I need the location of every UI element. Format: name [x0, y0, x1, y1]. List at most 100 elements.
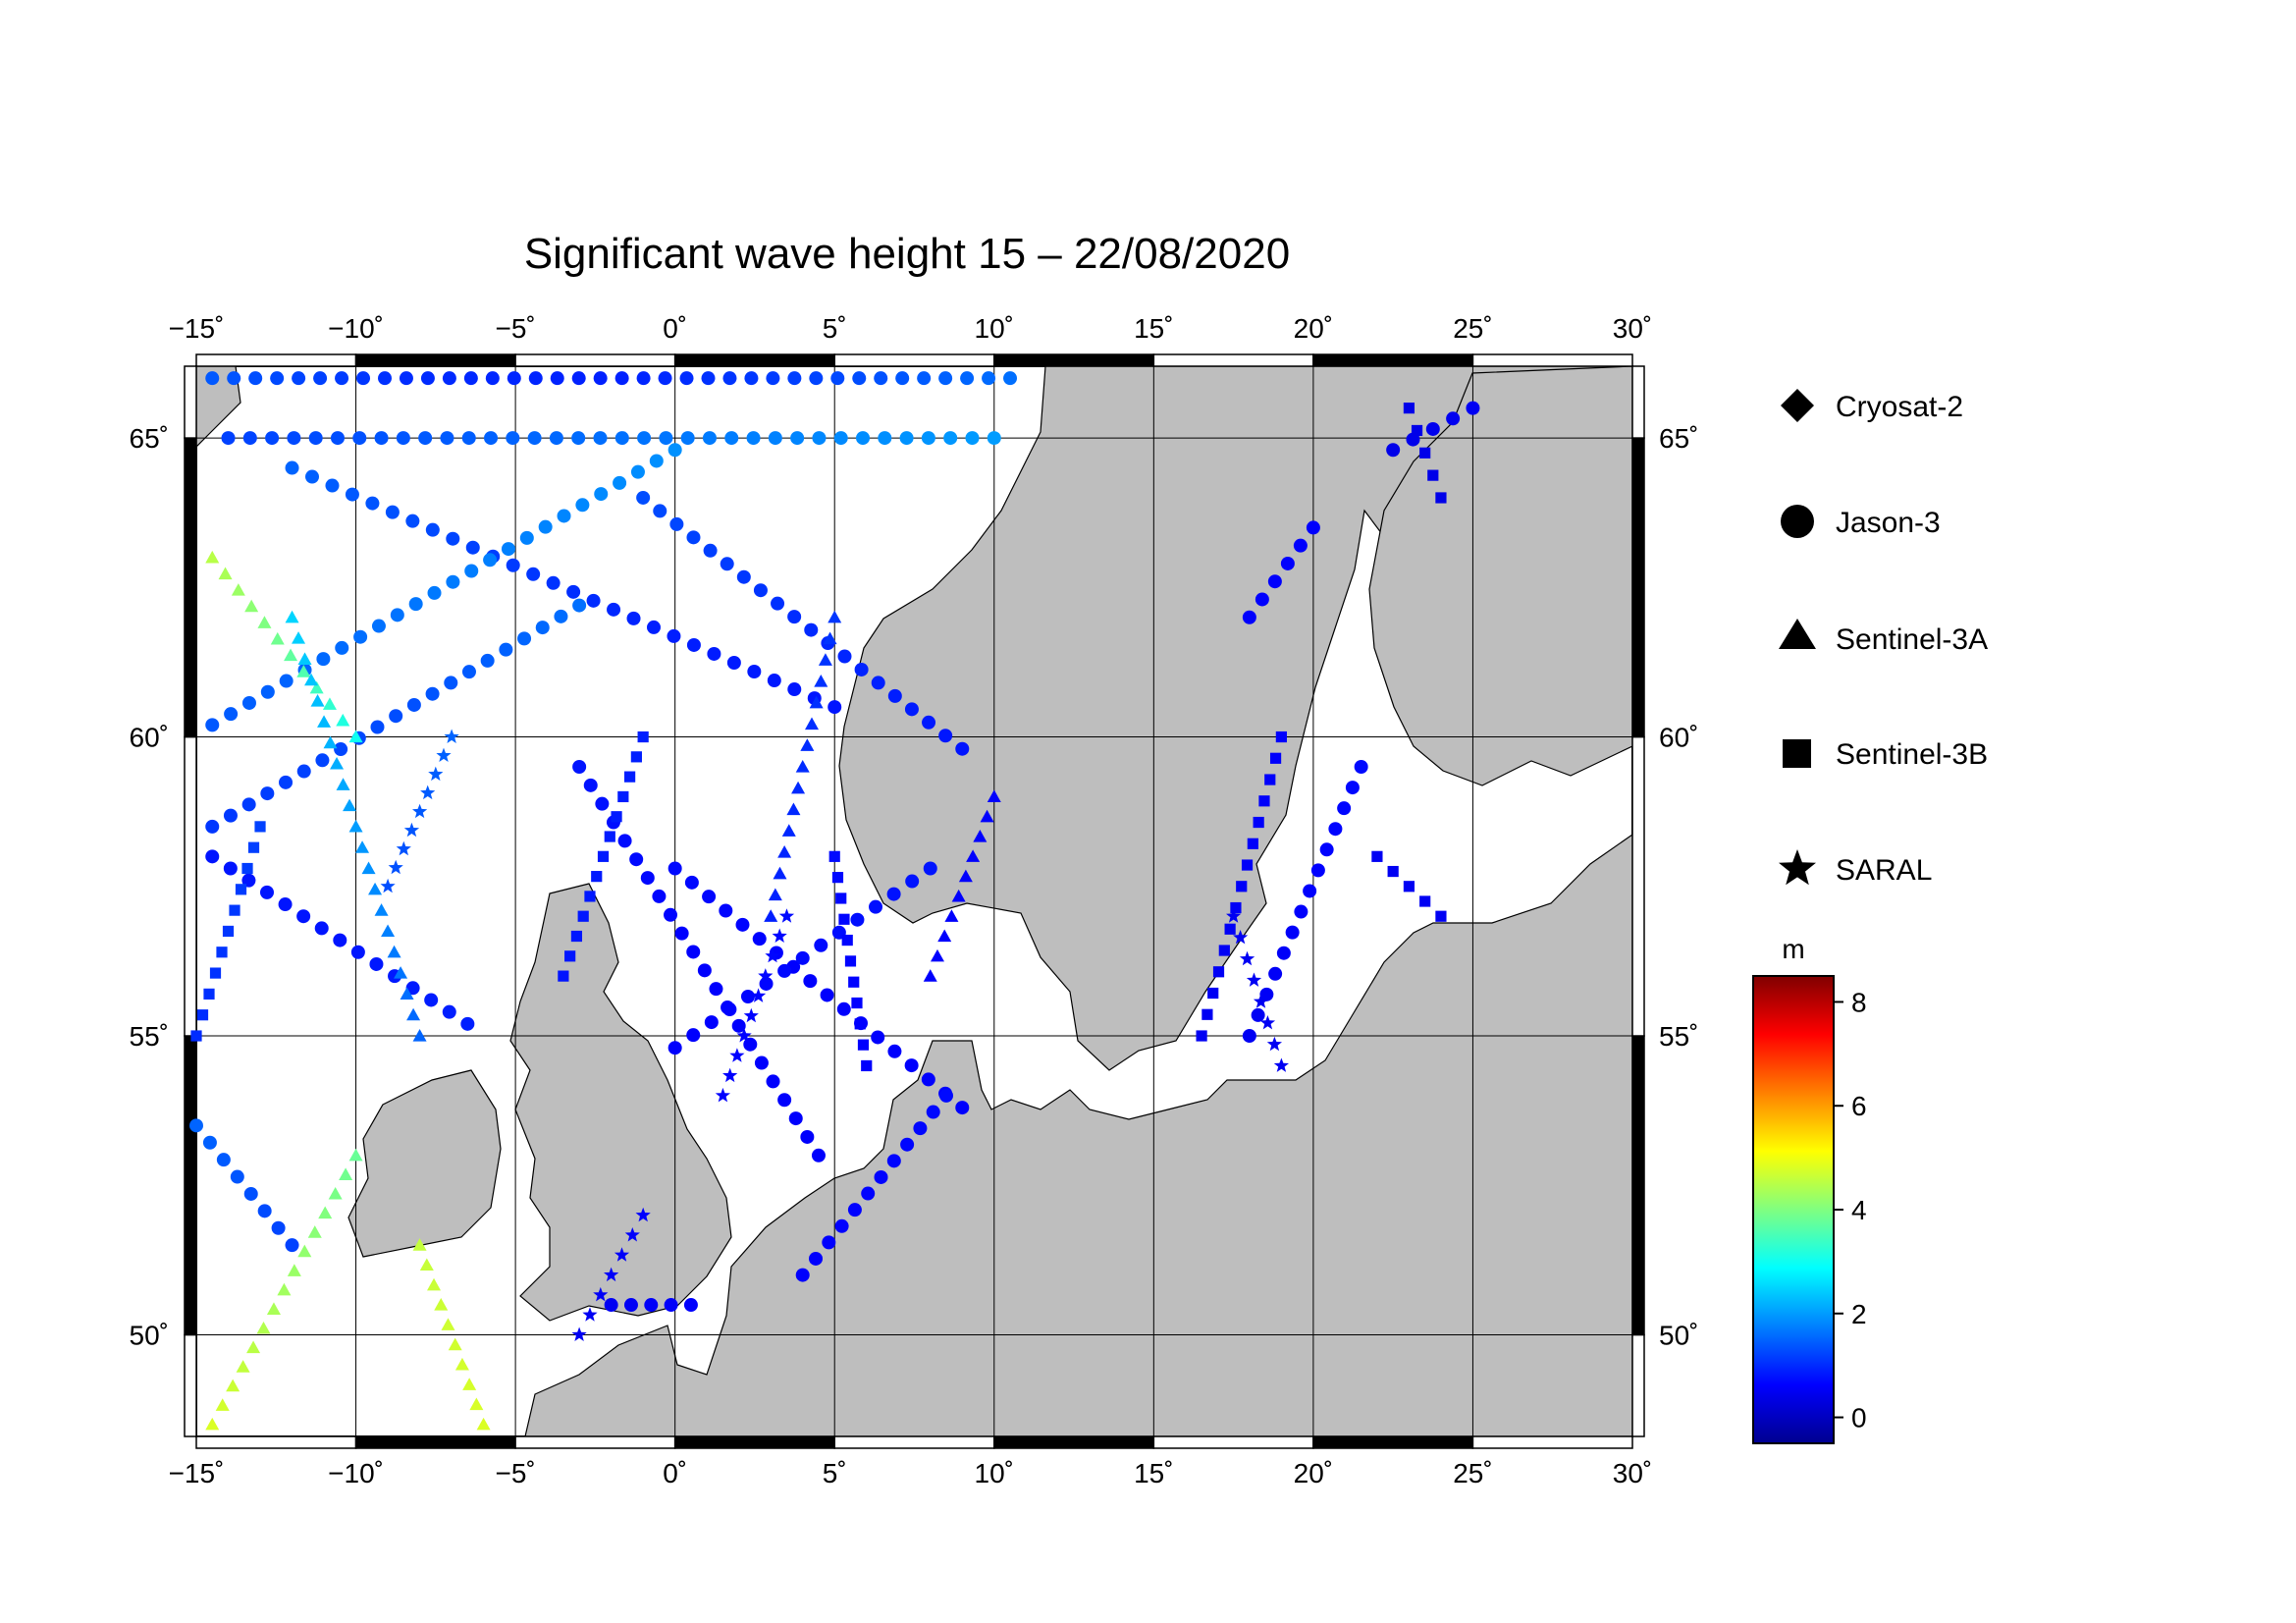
- square-observation: [1269, 752, 1282, 764]
- square-observation: [831, 872, 844, 884]
- circle-observation: [649, 454, 664, 468]
- circle-observation: [743, 1037, 758, 1052]
- circle-observation: [795, 1268, 810, 1282]
- triangle-icon: [1779, 619, 1816, 649]
- circle-observation: [221, 431, 236, 446]
- circle-observation: [418, 431, 433, 446]
- square-observation: [1387, 865, 1399, 878]
- triangle-observation: [394, 966, 408, 979]
- circle-observation: [593, 371, 608, 386]
- triangle-observation: [244, 599, 259, 613]
- star-observation: [765, 947, 780, 963]
- triangle-observation: [786, 802, 801, 816]
- lon-tick-label: 10˚: [975, 313, 1014, 344]
- triangle-observation: [296, 665, 311, 677]
- circle-observation: [506, 431, 520, 446]
- circle-observation: [571, 371, 586, 386]
- lon-tick-label: 30˚: [1613, 1458, 1652, 1488]
- triangle-observation: [310, 694, 325, 707]
- lon-tick-label: 15˚: [1134, 1458, 1173, 1488]
- triangle-observation: [823, 631, 837, 645]
- circle-observation: [1268, 966, 1283, 981]
- circle-observation: [1276, 946, 1291, 960]
- circle-observation: [736, 569, 751, 584]
- circle-observation: [614, 431, 629, 446]
- square-observation: [577, 910, 589, 922]
- circle-observation: [242, 431, 257, 446]
- circle-observation: [216, 1153, 231, 1167]
- triangle-observation: [937, 929, 952, 943]
- circle-observation: [460, 1016, 475, 1031]
- square-observation: [838, 913, 850, 925]
- circle-observation: [686, 530, 701, 545]
- circle-observation: [658, 371, 672, 386]
- circle-observation: [874, 371, 888, 386]
- circle-observation: [527, 431, 542, 446]
- triangle-observation: [226, 1379, 240, 1392]
- circle-observation: [223, 808, 238, 823]
- star-observation: [614, 1247, 630, 1262]
- circle-observation: [279, 775, 294, 789]
- map-frame: −15˚ −10˚ −5˚ 0˚ 5˚ 10˚ 15˚ 20˚ 25˚ 30˚ −15˚ −10˚ −…: [130, 313, 1699, 1488]
- circle-observation: [680, 431, 695, 446]
- triangle-observation: [814, 674, 828, 687]
- circle-observation: [1280, 556, 1295, 570]
- triangle-observation: [343, 798, 357, 812]
- circle-observation: [285, 460, 299, 475]
- triangle-observation: [795, 759, 810, 773]
- circle-observation: [440, 431, 454, 446]
- circle-observation: [420, 371, 435, 386]
- triangle-observation: [427, 1277, 442, 1291]
- square-observation: [1224, 923, 1236, 935]
- graticule: [196, 366, 1632, 1436]
- circle-observation: [259, 885, 274, 899]
- triangle-observation: [923, 969, 937, 982]
- square-observation: [1419, 447, 1431, 459]
- frame-bar-bottom: [354, 1435, 516, 1449]
- circle-observation: [205, 819, 220, 834]
- frame-bar-top: [1471, 353, 1633, 367]
- triangle-observation: [374, 903, 389, 916]
- square-observation: [1196, 1030, 1207, 1042]
- legend-item-sentinel-3a: Sentinel-3A: [1779, 619, 1988, 656]
- triangle-observation: [330, 756, 345, 770]
- circle-observation: [243, 1186, 258, 1201]
- frame-bar-bottom: [833, 1435, 995, 1449]
- circle-observation: [535, 621, 550, 635]
- circle-observation: [285, 1238, 299, 1253]
- circle-observation: [595, 796, 610, 811]
- square-observation: [841, 934, 853, 947]
- triangle-observation: [318, 1206, 333, 1219]
- triangle-observation: [348, 1148, 363, 1162]
- circle-observation: [499, 642, 513, 657]
- circle-observation: [923, 861, 937, 876]
- legend-item-jason: Jason-3: [1781, 505, 1941, 539]
- triangle-observation: [246, 1340, 261, 1354]
- triangle-observation: [987, 789, 1001, 803]
- circle-observation: [735, 917, 750, 932]
- triangle-observation: [412, 1238, 427, 1251]
- circle-observation: [1310, 863, 1325, 878]
- star-observation: [722, 1067, 738, 1083]
- circle-observation: [683, 1298, 698, 1313]
- circle-observation: [399, 371, 413, 386]
- circle-observation: [1306, 520, 1320, 535]
- triangle-observation: [781, 824, 796, 837]
- circle-observation: [938, 729, 953, 743]
- circle-observation: [820, 988, 834, 1002]
- circle-observation: [506, 558, 520, 572]
- circle-observation: [854, 662, 869, 676]
- circle-observation: [777, 1093, 792, 1108]
- triangle-observation: [454, 1357, 469, 1371]
- frame-bar-right: [1631, 735, 1645, 1037]
- frame-bar-bottom: [993, 1435, 1155, 1449]
- star-observation: [1259, 1015, 1276, 1030]
- circle-observation: [227, 371, 241, 386]
- circle-observation: [205, 718, 220, 732]
- legend: Cryosat-2 Jason-3 Sentinel-3A Sentinel-3…: [1779, 389, 1988, 887]
- triangle-observation: [828, 610, 842, 623]
- square-observation: [235, 884, 247, 895]
- circle-observation: [335, 640, 349, 655]
- circle-observation: [788, 1111, 803, 1126]
- lon-tick-label: −15˚: [169, 313, 225, 344]
